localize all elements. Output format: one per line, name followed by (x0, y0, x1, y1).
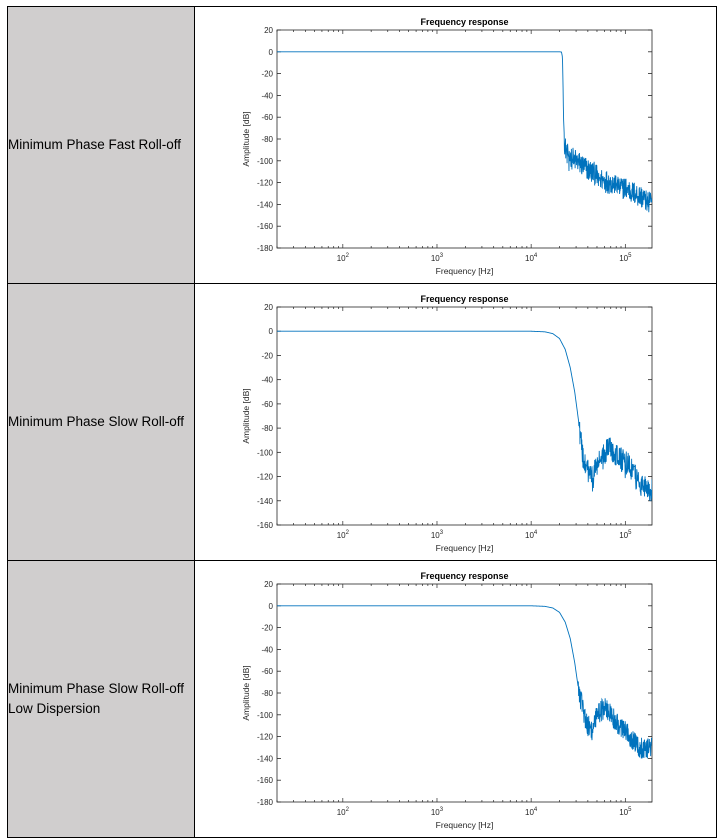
comparison-table: Minimum Phase Fast Roll-off Frequency re… (7, 6, 717, 838)
y-axis-label: Amplitude [dB] (241, 665, 251, 720)
x-tick-label: 104 (525, 530, 538, 540)
y-tick-label: 0 (269, 327, 274, 336)
y-tick-label: -60 (261, 667, 273, 676)
frequency-response-line (277, 330, 652, 502)
chart-title: Frequency response (420, 17, 508, 27)
chart-title: Frequency response (420, 571, 508, 581)
y-tick-label: -160 (257, 776, 274, 785)
x-axis-label: Frequency [Hz] (436, 820, 494, 830)
filter-name: Minimum Phase Slow Roll-off (8, 414, 185, 429)
plot-area (276, 306, 653, 526)
y-tick-label: -60 (261, 400, 273, 409)
y-tick-label: -20 (261, 624, 273, 633)
table-row: Minimum Phase Slow Roll-off Low Dispersi… (7, 560, 717, 838)
y-tick-label: -20 (261, 351, 273, 360)
frequency-response-chart: Frequency response 20 0 -20 -40 -60 -80 -100 -12… (241, 294, 653, 553)
frequency-response-line (277, 51, 652, 213)
y-tick-label: -120 (257, 179, 274, 188)
x-tick-label: 102 (337, 253, 350, 263)
row-label-cell: Minimum Phase Slow Roll-off Low Dispersi… (7, 560, 195, 838)
y-tick-label: 0 (269, 602, 274, 611)
x-axis-label: Frequency [Hz] (436, 266, 494, 276)
filter-name: Minimum Phase Fast Roll-off (8, 137, 182, 152)
table-row: Minimum Phase Slow Roll-off Frequency re… (7, 283, 717, 561)
x-tick-label: 104 (525, 253, 538, 263)
chart-title: Frequency response (420, 294, 508, 304)
y-tick-label: -120 (257, 473, 274, 482)
x-tick-label: 103 (431, 530, 444, 540)
x-tick-label: 102 (337, 530, 350, 540)
y-tick-label: -160 (257, 222, 274, 231)
y-axis-label: Amplitude [dB] (241, 111, 251, 166)
x-tick-label: 103 (431, 807, 444, 817)
y-tick-label: -80 (261, 424, 273, 433)
y-tick-label: -100 (257, 448, 274, 457)
row-label-cell: Minimum Phase Slow Roll-off (7, 283, 195, 561)
y-tick-label: -100 (257, 157, 274, 166)
y-tick-label: -160 (257, 521, 274, 530)
frequency-response-line (277, 605, 652, 759)
y-tick-label: -180 (257, 798, 274, 807)
y-tick-label: -140 (257, 754, 274, 763)
x-axis-label: Frequency [Hz] (436, 543, 494, 553)
plot-area (276, 29, 653, 249)
y-axis-label: Amplitude [dB] (241, 388, 251, 443)
y-tick-label: 20 (264, 303, 273, 312)
table-row: Minimum Phase Fast Roll-off Frequency re… (7, 6, 717, 284)
x-tick-label: 105 (619, 253, 632, 263)
y-tick-label: -40 (261, 376, 273, 385)
y-tick-label: -140 (257, 200, 274, 209)
y-tick-label: -60 (261, 113, 273, 122)
y-tick-label: -140 (257, 497, 274, 506)
y-tick-label: -120 (257, 733, 274, 742)
y-tick-label: 20 (264, 580, 273, 589)
plot-cell: Frequency response 20 0 -20 -40 -60 -80 -100 -12… (194, 6, 717, 284)
y-tick-label: 0 (269, 48, 274, 57)
y-tick-label: -20 (261, 70, 273, 79)
filter-name: Minimum Phase Slow Roll-off Low Dispersi… (8, 681, 185, 716)
y-tick-label: -100 (257, 711, 274, 720)
y-tick-label: -40 (261, 91, 273, 100)
x-tick-label: 102 (337, 807, 350, 817)
y-tick-label: -80 (261, 689, 273, 698)
frequency-response-chart: Frequency response 20 0 -20 -40 -60 -80 -100 -12… (241, 571, 653, 830)
y-tick-label: -40 (261, 645, 273, 654)
x-tick-label: 103 (431, 253, 444, 263)
y-tick-label: -180 (257, 244, 274, 253)
x-tick-label: 105 (619, 530, 632, 540)
y-tick-label: 20 (264, 26, 273, 35)
plot-cell: Frequency response 20 0 -20 -40 -60 -80 -100 -12… (194, 283, 717, 561)
row-label-cell: Minimum Phase Fast Roll-off (7, 6, 195, 284)
x-tick-label: 105 (619, 807, 632, 817)
plot-cell: Frequency response 20 0 -20 -40 -60 -80 -100 -12… (194, 560, 717, 838)
x-tick-label: 104 (525, 807, 538, 817)
y-tick-label: -80 (261, 135, 273, 144)
frequency-response-chart: Frequency response 20 0 -20 -40 -60 -80 -100 -12… (241, 17, 653, 276)
plot-area (276, 583, 653, 803)
